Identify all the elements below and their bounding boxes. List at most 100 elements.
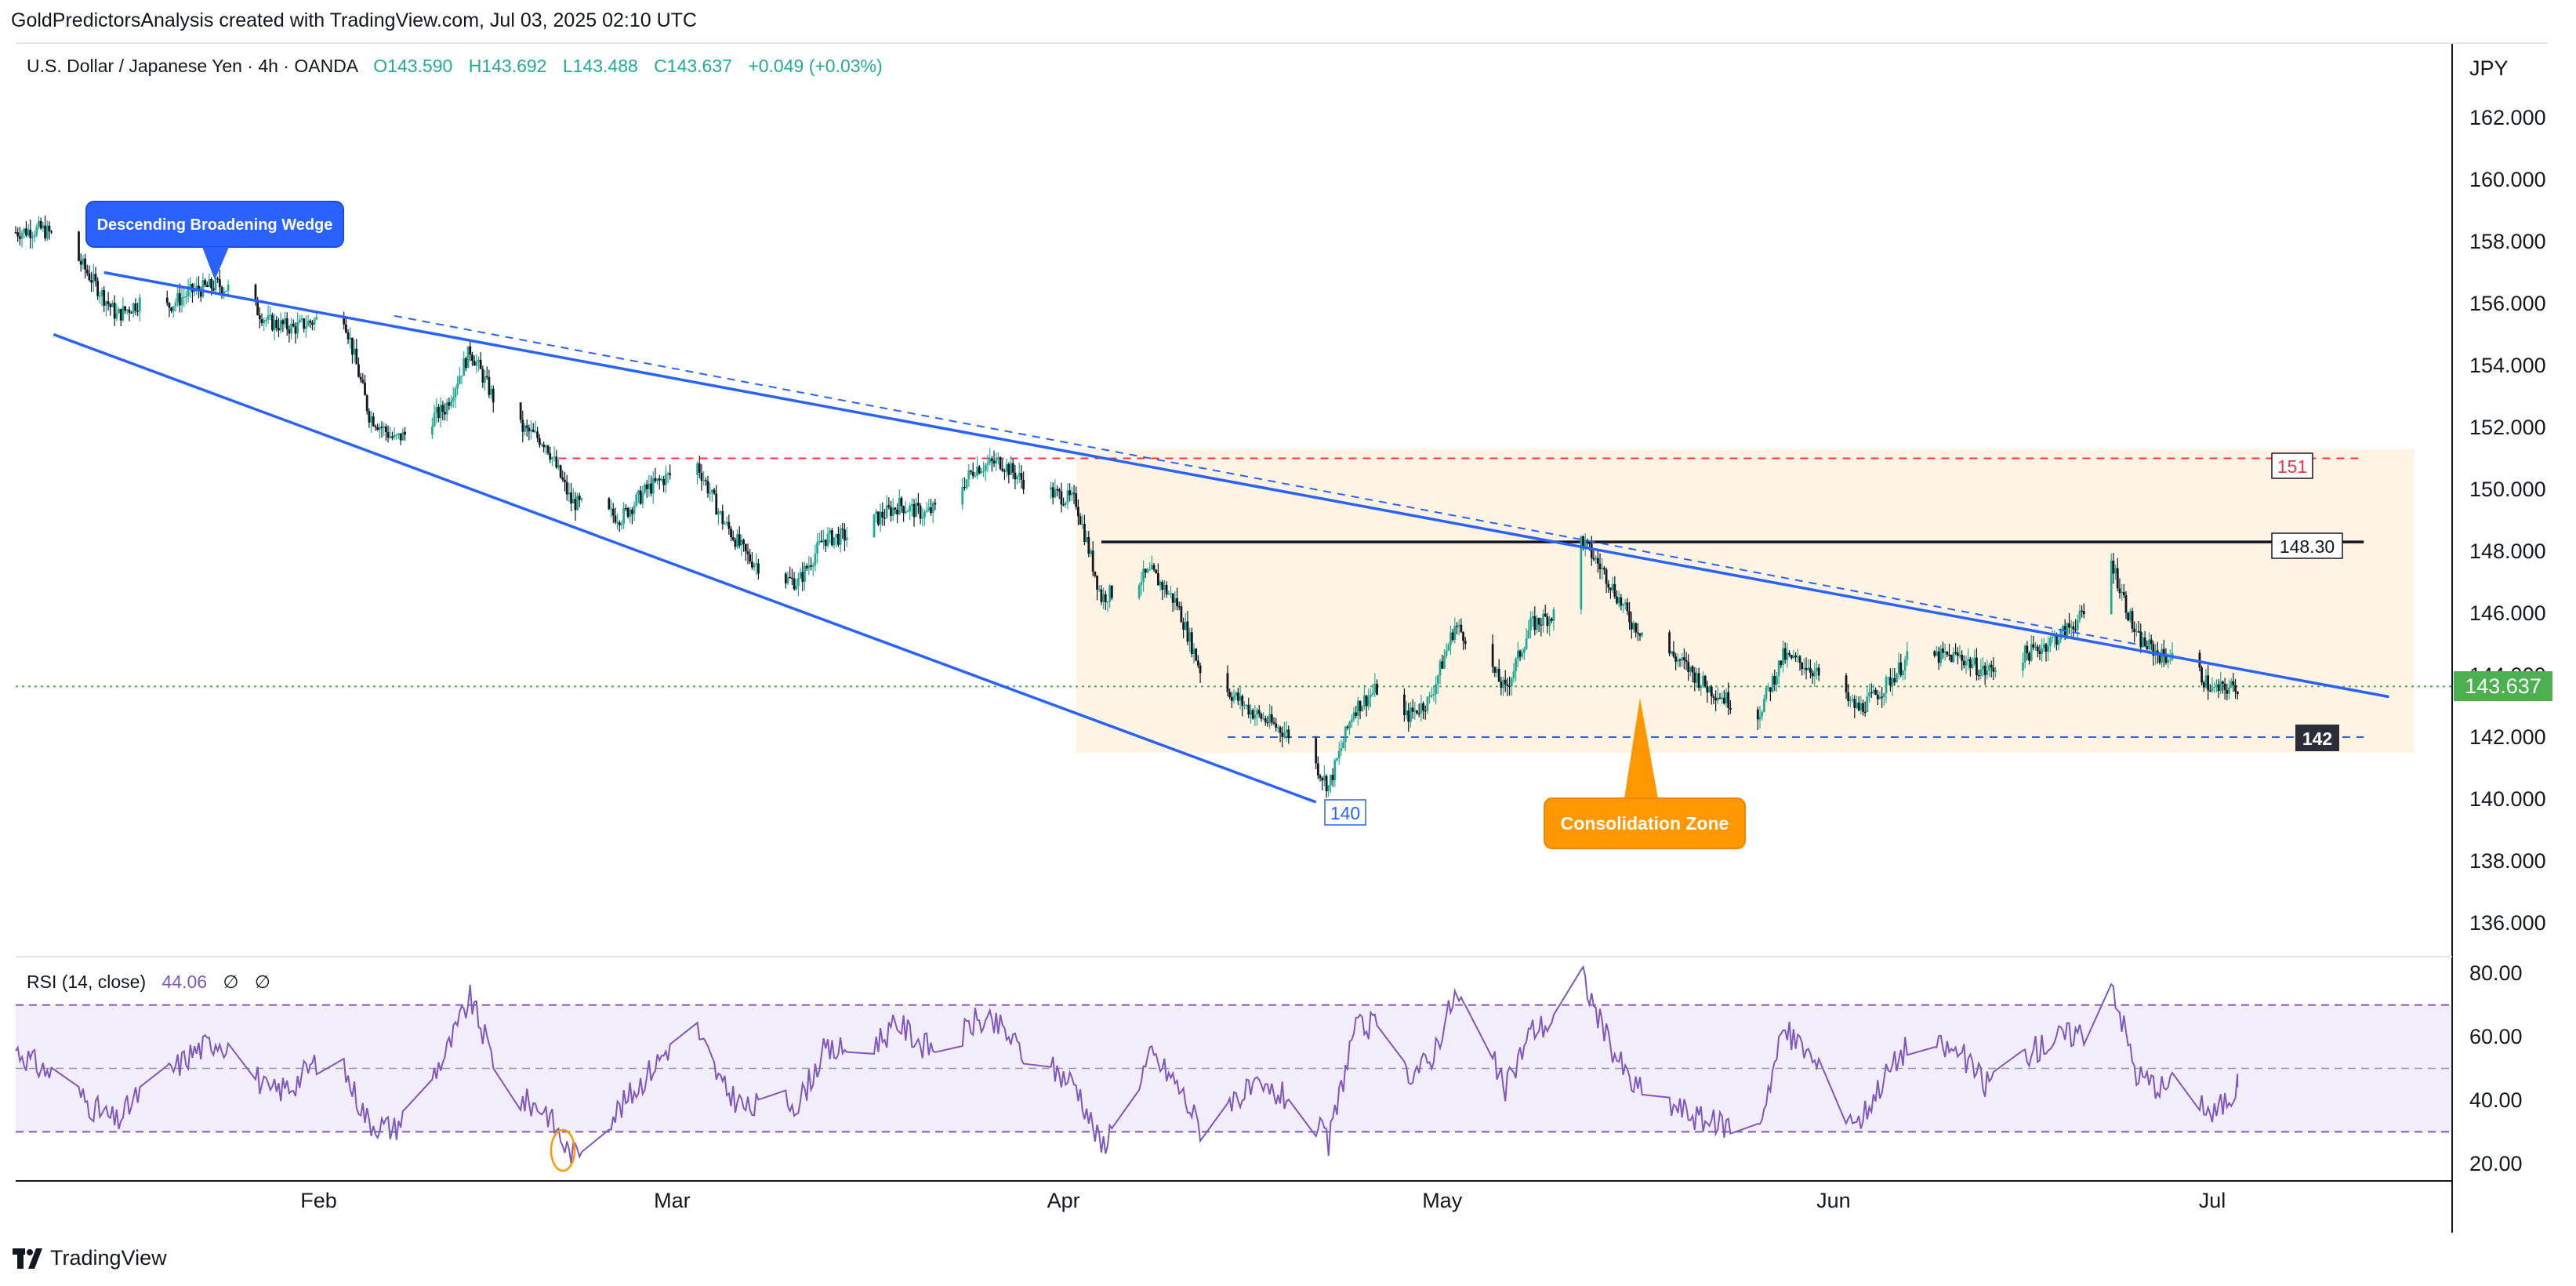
candle-body — [1325, 776, 1328, 791]
candle-body — [799, 572, 802, 579]
candle-body — [1087, 537, 1090, 554]
candle-body — [1161, 582, 1164, 590]
candle-body — [1771, 676, 1774, 692]
candle-body — [2162, 648, 2165, 657]
candle-body — [2236, 691, 2239, 694]
candle-body — [982, 470, 985, 472]
candle-body — [1460, 624, 1463, 633]
candle-body — [2116, 568, 2119, 589]
candle-body — [1515, 659, 1518, 671]
candle-body — [1281, 732, 1284, 737]
candle-body — [273, 319, 276, 331]
candle-body — [1678, 659, 1682, 661]
candle-body — [931, 503, 934, 514]
candle-body — [50, 231, 53, 233]
candle-body — [1598, 563, 1602, 570]
candle-body — [1007, 463, 1010, 475]
candle-body — [1550, 618, 1553, 621]
candle-body — [750, 561, 753, 568]
candle-body — [1817, 667, 1820, 676]
candle-body — [389, 436, 392, 438]
candle-body — [1729, 707, 1732, 710]
candle-body — [96, 280, 100, 296]
candle-body — [2127, 612, 2130, 621]
candle-body — [538, 438, 541, 445]
time-tick-label: Apr — [1047, 1189, 1080, 1212]
candle-body — [263, 320, 266, 324]
candle-body — [103, 289, 106, 306]
candle-body — [1536, 618, 1538, 630]
time-tick-label: Mar — [654, 1189, 691, 1212]
candle-body — [284, 318, 286, 325]
candle-body — [534, 431, 537, 433]
candle-body — [2030, 644, 2033, 661]
candle-body — [1870, 692, 1873, 694]
candle-body — [1544, 613, 1547, 616]
tradingview-logo-icon — [13, 1248, 42, 1269]
candle-body — [894, 507, 897, 510]
candle-body — [1068, 490, 1072, 496]
candle-body — [1407, 710, 1410, 722]
candle-body — [1330, 775, 1332, 786]
candle-body — [1266, 721, 1269, 724]
candle-body — [1885, 677, 1888, 694]
candle-body — [195, 285, 198, 290]
candle-body — [79, 260, 82, 265]
candle-body — [1641, 632, 1644, 636]
candle-body — [370, 416, 372, 423]
candle-body — [176, 292, 180, 303]
candle-body — [519, 402, 522, 420]
candle-body — [1670, 651, 1673, 654]
candle-body — [1416, 710, 1418, 714]
candle-body — [454, 388, 457, 398]
candle-body — [1899, 662, 1903, 676]
candle-body — [1958, 655, 1961, 656]
candle-body — [1424, 710, 1427, 712]
candle-body — [1983, 665, 1986, 675]
candle-body — [2042, 644, 2045, 648]
candle-body — [1010, 463, 1012, 475]
candle-body — [1171, 593, 1174, 603]
candle-body — [1950, 654, 1953, 663]
candle-body — [368, 411, 371, 423]
candle-body — [1893, 678, 1896, 683]
candle-body — [452, 398, 455, 401]
currency-label: JPY — [2469, 56, 2509, 80]
candle-body — [1622, 604, 1624, 606]
rsi-tick-label: 20.00 — [2469, 1152, 2523, 1175]
candle-body — [811, 565, 815, 567]
candle-body — [833, 537, 836, 546]
candle-body — [1373, 683, 1377, 693]
candle-body — [2211, 688, 2214, 692]
candle-body — [479, 359, 482, 369]
candle-body — [88, 273, 91, 281]
candle-body — [1783, 648, 1787, 660]
candle-body — [2055, 635, 2058, 645]
candle-body — [1359, 700, 1362, 712]
candle-body — [1180, 606, 1183, 623]
candle-body — [1786, 652, 1789, 660]
candle-body — [909, 505, 912, 512]
candle-body — [1085, 537, 1088, 542]
candle-body — [355, 348, 358, 365]
candle-body — [1954, 652, 1957, 654]
tradingview-brand: TradingView — [50, 1246, 167, 1270]
candle-body — [404, 431, 406, 435]
candle-body — [1722, 697, 1725, 704]
candle-body — [1096, 576, 1098, 590]
candle-body — [488, 376, 491, 395]
candle-body — [1235, 692, 1238, 696]
candle-body — [1946, 651, 1949, 655]
candle-body — [1674, 656, 1678, 662]
candle-body — [456, 383, 459, 389]
candle-body — [292, 323, 295, 327]
candle-body — [198, 285, 200, 291]
candle-body — [727, 521, 731, 529]
candle-body — [1076, 507, 1079, 517]
candle-body — [391, 436, 394, 438]
candle-body — [1849, 699, 1852, 702]
candle-body — [1595, 558, 1598, 560]
candle-body — [702, 480, 706, 481]
candle-body — [1691, 667, 1694, 673]
